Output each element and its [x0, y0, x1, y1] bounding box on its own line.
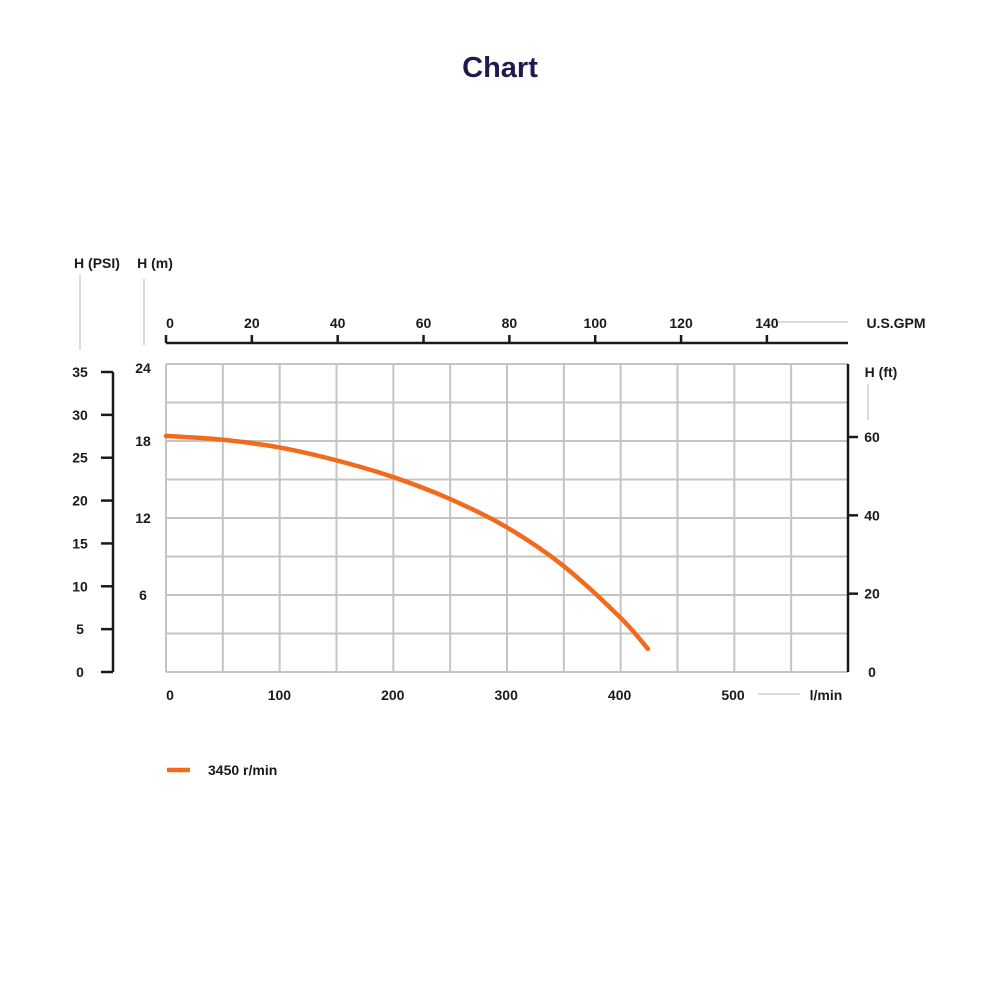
- gpm-tick-label: 0: [166, 315, 174, 331]
- metre-tick-label: 6: [139, 587, 147, 603]
- metre-tick-label: 24: [135, 360, 151, 376]
- lpm-tick-label: 100: [268, 687, 292, 703]
- psi-tick-label: 35: [72, 364, 88, 380]
- psi-tick-label: 25: [72, 450, 88, 466]
- page-title: Chart: [462, 52, 538, 84]
- metre-axis-label: H (m): [137, 255, 173, 271]
- lpm-axis-label: l/min: [810, 687, 843, 703]
- gpm-tick-label: 80: [502, 315, 518, 331]
- axes: [79, 275, 869, 695]
- lpm-tick-label: 0: [166, 687, 174, 703]
- gpm-tick-label: 20: [244, 315, 260, 331]
- series-curve-0: [163, 433, 651, 652]
- gpm-tick-label: 60: [416, 315, 432, 331]
- lpm-tick-label: 200: [381, 687, 405, 703]
- psi-tick-label: 0: [76, 664, 84, 680]
- psi-tick-label: 30: [72, 407, 88, 423]
- metre-tick-label: 18: [135, 433, 151, 449]
- psi-tick-label: 10: [72, 578, 88, 594]
- gpm-tick-label: 100: [584, 315, 608, 331]
- lpm-tick-label: 500: [721, 687, 745, 703]
- gpm-tick-label: 40: [330, 315, 346, 331]
- psi-axis-label: H (PSI): [74, 255, 120, 271]
- feet-tick-label: 40: [864, 507, 880, 523]
- legend: 3450 r/min: [167, 762, 277, 778]
- metre-tick-label: 12: [135, 510, 151, 526]
- grid: [165, 363, 849, 673]
- feet-axis-label: H (ft): [865, 364, 898, 380]
- curves: [163, 433, 651, 652]
- lpm-tick-label: 300: [495, 687, 519, 703]
- psi-tick-label: 20: [72, 493, 88, 509]
- gpm-axis-label: U.S.GPM: [866, 315, 925, 331]
- feet-tick-label: 20: [864, 586, 880, 602]
- gpm-tick-label: 120: [669, 315, 693, 331]
- psi-tick-label: 15: [72, 535, 88, 551]
- lpm-tick-label: 400: [608, 687, 632, 703]
- feet-tick-label: 60: [864, 429, 880, 445]
- feet-tick-label: 0: [868, 664, 876, 680]
- psi-tick-label: 5: [76, 621, 84, 637]
- legend-label: 3450 r/min: [208, 762, 277, 778]
- gpm-tick-label: 140: [755, 315, 779, 331]
